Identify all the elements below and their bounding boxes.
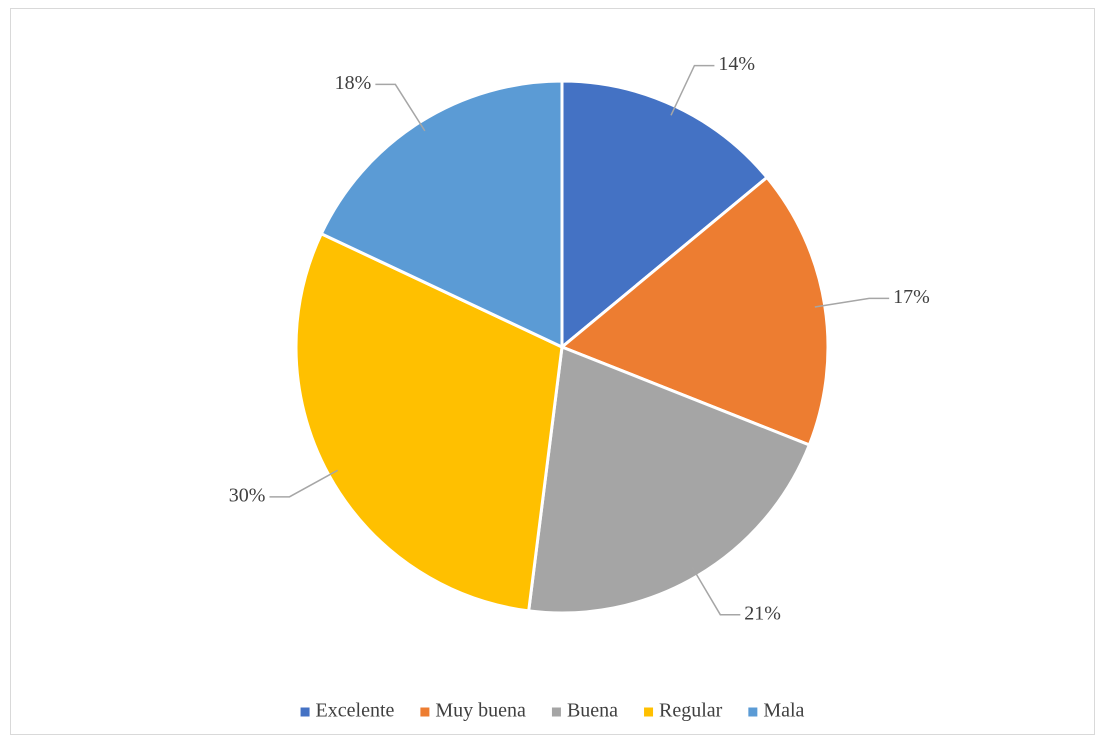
data-label: 21% — [744, 602, 781, 624]
leader-line — [375, 83, 426, 132]
data-label: 30% — [229, 484, 266, 506]
legend-swatch — [300, 707, 310, 717]
leader-line — [670, 64, 715, 116]
data-label: 14% — [718, 53, 755, 75]
legend-label: Muy buena — [435, 700, 526, 722]
leader-line — [691, 566, 741, 616]
legend-swatch — [644, 707, 654, 717]
legend-swatch — [420, 707, 430, 717]
leader-line — [269, 469, 339, 498]
legend-swatch — [551, 707, 561, 717]
legend-label: Mala — [763, 700, 804, 722]
legend-label: Buena — [567, 700, 618, 722]
legend-label: Regular — [659, 700, 723, 722]
legend-label: Excelente — [316, 700, 395, 722]
data-label: 18% — [335, 72, 372, 94]
data-label: 17% — [893, 286, 930, 308]
legend-swatch — [748, 707, 758, 717]
leader-line — [814, 297, 890, 308]
